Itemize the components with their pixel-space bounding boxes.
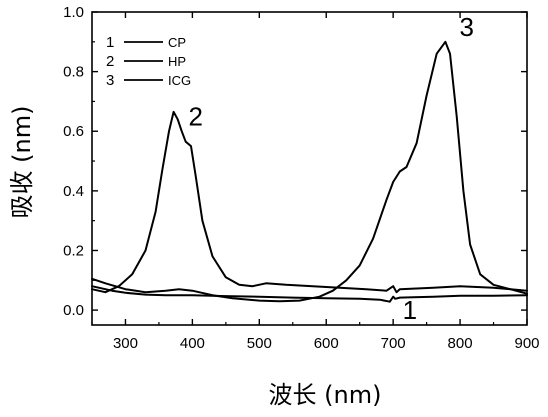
- y-tick-label: 0.0: [63, 302, 84, 319]
- x-tick-label: 900: [514, 335, 539, 352]
- x-tick-label: 800: [448, 335, 473, 352]
- y-tick-label: 0.2: [63, 242, 84, 259]
- x-tick-label: 600: [314, 335, 339, 352]
- x-tick-label: 400: [180, 335, 205, 352]
- curve-labels: 2 3 1: [188, 12, 474, 325]
- legend-label: CP: [168, 35, 186, 50]
- legend-number: 2: [106, 53, 114, 70]
- plot-frame: [91, 11, 528, 326]
- y-tick-label: 0.6: [63, 123, 84, 140]
- series-lines: [91, 40, 528, 303]
- curve-number-label: 3: [460, 12, 474, 42]
- y-axis: 0.0 0.2 0.4 0.6 0.8 1.0: [63, 4, 527, 319]
- curve-number-label: 1: [403, 295, 417, 325]
- x-axis-label: 波长 (nm): [269, 381, 382, 409]
- legend-number: 3: [106, 72, 114, 89]
- legend-label: HP: [168, 54, 186, 69]
- x-tick-label: 500: [247, 335, 272, 352]
- curve-number-label: 2: [188, 101, 202, 131]
- y-tick-label: 0.8: [63, 64, 84, 81]
- legend-label: ICG: [168, 73, 191, 88]
- x-tick-label: 300: [113, 335, 138, 352]
- y-tick-label: 0.4: [63, 183, 84, 200]
- series-line-hp: [91, 110, 528, 294]
- y-axis-label: 吸收 (nm): [8, 106, 36, 219]
- plot-area: [91, 11, 528, 326]
- series-line-cp: [91, 285, 528, 303]
- x-tick-label: 700: [381, 335, 406, 352]
- legend: 1 CP 2 HP 3 ICG: [106, 34, 191, 89]
- legend-number: 1: [106, 34, 114, 51]
- y-tick-label: 1.0: [63, 4, 84, 21]
- x-axis: 300 400 500 600 700 800 900: [91, 12, 540, 352]
- series-line-icg: [91, 40, 528, 303]
